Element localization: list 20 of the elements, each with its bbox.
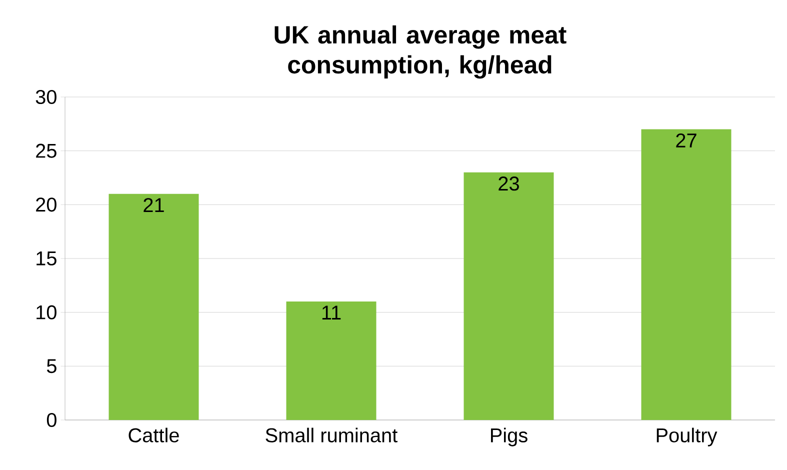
bar [641, 129, 732, 420]
chart-title: UK annual average meat consumption, kg/head [274, 25, 566, 79]
bar [286, 302, 376, 420]
data-label: 11 [322, 306, 341, 320]
y-tick-label: 15 [36, 252, 56, 266]
x-tick-label: Cattle [128, 428, 179, 442]
bar [108, 194, 199, 420]
y-tick-label: 0 [46, 412, 56, 428]
data-label: 23 [498, 176, 519, 191]
x-tick-label: Pigs [491, 428, 528, 446]
x-tick-label: Poultry [656, 428, 718, 446]
data-label: 27 [676, 133, 696, 148]
y-tick-label: 25 [36, 144, 56, 158]
y-tick-label: 5 [46, 359, 56, 374]
data-label: 21 [144, 198, 164, 212]
y-tick-label: 10 [36, 305, 56, 320]
x-tick-label: Small ruminant [266, 428, 398, 442]
y-tick-label: 20 [36, 198, 56, 212]
bar [464, 172, 554, 420]
y-tick-label: 30 [36, 90, 56, 104]
